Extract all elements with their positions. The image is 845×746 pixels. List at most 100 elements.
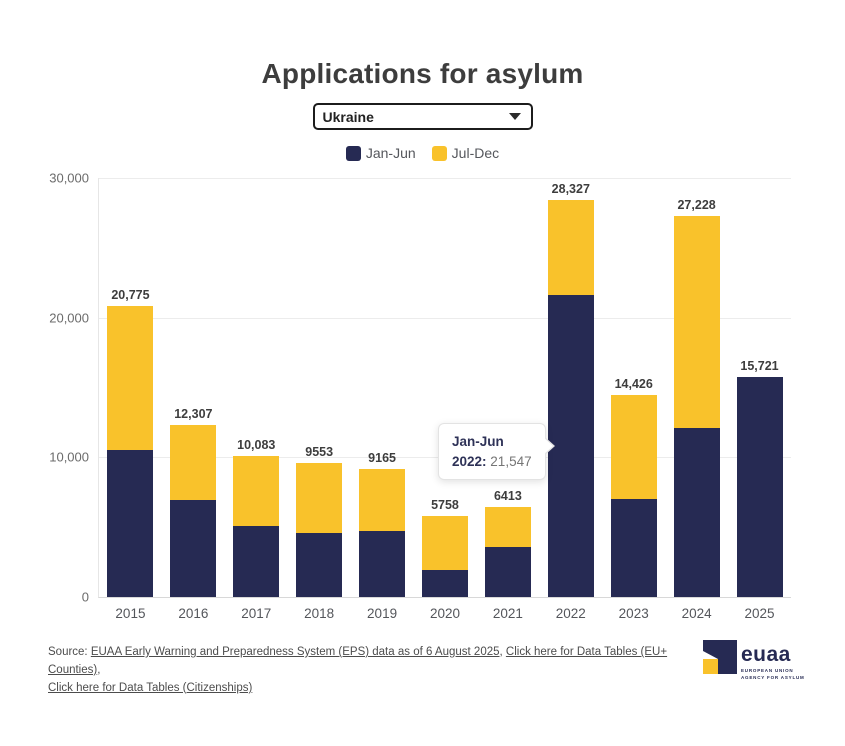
x-axis-label-2016: 2016	[178, 606, 209, 621]
x-axis-labels: 2015 2016 2017 2018 2019 2020 2021 2022 2023 2024…	[99, 597, 791, 621]
bar-2023-jan-jun[interactable]	[610, 499, 657, 597]
bar-slot-2022: 28,327	[539, 182, 602, 597]
bar-2020-jul-dec[interactable]	[421, 516, 468, 571]
chevron-down-icon	[508, 113, 521, 120]
bar-2018-jul-dec[interactable]	[296, 463, 343, 533]
legend: Jan-Jun Jul-Dec	[0, 145, 845, 161]
bar-2019-jan-jun[interactable]	[359, 531, 406, 597]
source-link-data-tables-citizenships[interactable]: Click here for Data Tables (Citizenships…	[48, 681, 253, 694]
bar-2024-jan-jun[interactable]	[673, 427, 720, 597]
bar-2018	[296, 463, 343, 597]
bar-2019-jul-dec[interactable]	[359, 468, 406, 532]
tooltip-value: 21,547	[490, 453, 532, 469]
bars-area: 20,775 12,307 10,083 9553 9165 5758 6413 28,327…	[99, 178, 791, 597]
bar-2021	[484, 507, 531, 597]
bar-2017-jan-jun[interactable]	[233, 525, 280, 597]
bar-total-label-2019: 9165	[368, 450, 396, 465]
country-select[interactable]: Ukraine	[312, 103, 533, 130]
legend-label: Jan-Jun	[365, 145, 416, 161]
bar-2025	[736, 376, 783, 597]
bar-2023	[610, 395, 657, 597]
legend-label: Jul-Dec	[451, 145, 500, 161]
bar-total-label-2023: 14,426	[614, 377, 653, 391]
bar-total-label-2025: 15,721	[740, 358, 779, 373]
bar-slot-2021: 6413	[476, 489, 539, 597]
euaa-logo-icon	[703, 640, 737, 674]
euaa-tagline-line2: AGENCY FOR ASYLUM	[741, 674, 805, 680]
x-axis-label-2024: 2024	[681, 606, 712, 621]
bar-slot-2016: 12,307	[162, 407, 225, 597]
page-title: Applications for asylum	[261, 58, 584, 89]
bar-slot-2017: 10,083	[225, 438, 288, 597]
bar-2024-jul-dec[interactable]	[673, 215, 720, 428]
bar-total-label-2015: 20,775	[111, 288, 150, 303]
bar-slot-2019: 9165	[351, 451, 414, 597]
bar-2021-jan-jun[interactable]	[484, 546, 531, 597]
bar-total-label-2022: 28,327	[551, 182, 590, 197]
bar-total-label-2021: 6413	[493, 489, 522, 504]
bar-2022-jul-dec[interactable]	[547, 200, 594, 296]
y-axis-label-30000: 30,000	[49, 170, 89, 186]
source-link-eps[interactable]: EUAA Early Warning and Preparedness Syst…	[90, 646, 500, 658]
bar-total-label-2017: 10,083	[237, 437, 276, 452]
legend-swatch-jan-jun	[345, 145, 361, 161]
bar-slot-2023: 14,426	[602, 377, 665, 597]
gridline-30000	[99, 178, 791, 179]
bar-slot-2018: 9553	[288, 445, 351, 597]
bar-2017-jul-dec[interactable]	[233, 455, 280, 526]
x-axis-label-2020: 2020	[429, 606, 460, 621]
bar-2016-jul-dec[interactable]	[170, 424, 217, 501]
bar-2016-jan-jun[interactable]	[170, 500, 217, 597]
bar-2020-jan-jun[interactable]	[421, 570, 468, 597]
x-axis-label-2017: 2017	[241, 606, 272, 621]
x-axis-label-2023: 2023	[618, 606, 649, 621]
legend-swatch-jul-dec	[431, 145, 447, 161]
x-axis-label-2022: 2022	[555, 606, 586, 621]
x-axis-label-2018: 2018	[304, 606, 335, 621]
bar-2016	[170, 424, 217, 597]
y-axis-label-0: 0	[81, 589, 89, 605]
bar-total-label-2016: 12,307	[174, 406, 213, 421]
tooltip: Jan-Jun 2022: 21,547	[438, 423, 555, 481]
euaa-logo-word: euaa	[741, 643, 791, 666]
bar-2019	[359, 468, 406, 597]
bar-2024	[673, 215, 720, 597]
bar-2015-jan-jun[interactable]	[107, 450, 154, 597]
bar-2015-jul-dec[interactable]	[107, 306, 154, 450]
bar-total-label-2020: 5758	[431, 498, 459, 513]
euaa-tagline-line1: EUROPEAN UNION	[741, 667, 794, 673]
bar-2023-jul-dec[interactable]	[610, 395, 657, 499]
source-link-data-tables-countries[interactable]: Click here for Data Tables (EU+ Counties…	[48, 646, 668, 676]
bar-2015	[107, 306, 154, 597]
source-prefix: Source:	[48, 646, 91, 658]
bar-2025-jan-jun[interactable]	[736, 376, 783, 597]
gridline-20000	[99, 317, 791, 319]
tooltip-series-label: Jan-Jun	[452, 434, 504, 449]
x-axis-label-2021: 2021	[492, 606, 523, 621]
bar-2022	[547, 200, 594, 597]
source-note: Source: EUAA Early Warning and Preparedn…	[48, 646, 668, 694]
euaa-logo: euaa EUROPEAN UNION AGENCY FOR ASYLUM	[703, 640, 805, 681]
bar-total-label-2018: 9553	[305, 445, 334, 460]
y-axis-label-20000: 20,000	[49, 310, 89, 326]
x-axis-label-2019: 2019	[367, 606, 398, 621]
chart-plot: 30,000 20,000 10,000 0 20,775 12,307 10,083 95…	[49, 171, 791, 621]
bar-2021-jul-dec[interactable]	[484, 507, 531, 547]
bar-slot-2024: 27,228	[665, 198, 728, 597]
country-select-value: Ukraine	[322, 108, 374, 125]
bar-slot-2015: 20,775	[99, 288, 162, 597]
bar-total-label-2024: 27,228	[677, 197, 716, 212]
legend-item-jul-dec[interactable]: Jul-Dec	[431, 145, 500, 161]
bar-2018-jan-jun[interactable]	[296, 532, 343, 597]
x-axis-label-2015: 2015	[115, 606, 146, 621]
x-axis-label-2025: 2025	[744, 606, 775, 621]
y-axis-label-10000: 10,000	[49, 449, 89, 465]
bar-slot-2020: 5758	[414, 498, 477, 597]
bar-2020	[421, 516, 468, 597]
tooltip-year-label: 2022:	[452, 453, 487, 469]
bar-2017	[233, 455, 280, 597]
bar-2022-jan-jun[interactable]	[547, 295, 594, 597]
legend-item-jan-jun[interactable]: Jan-Jun	[345, 145, 416, 161]
bar-slot-2025: 15,721	[728, 359, 791, 597]
